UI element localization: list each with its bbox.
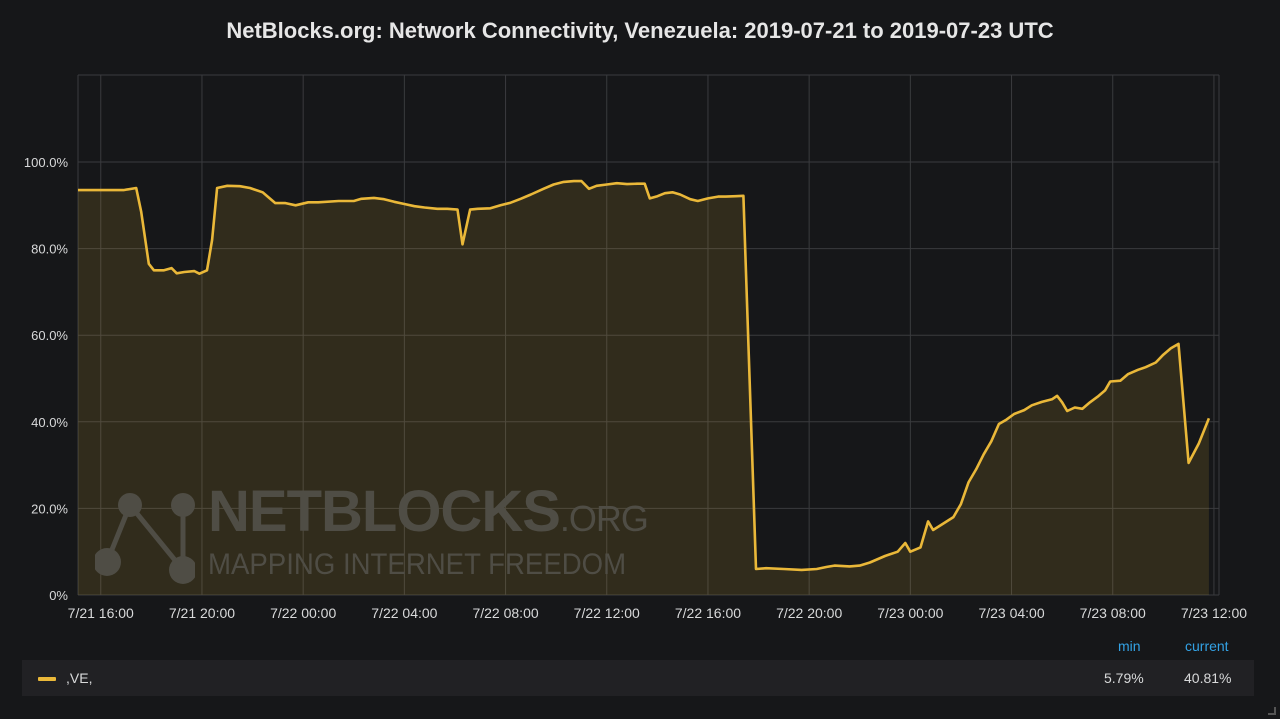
series-area-fill (78, 181, 1209, 595)
chart-title: NetBlocks.org: Network Connectivity, Ven… (226, 18, 1054, 43)
y-tick-label: 80.0% (31, 242, 68, 257)
x-tick-label: 7/23 00:00 (877, 605, 943, 621)
watermark-tagline: MAPPING INTERNET FREEDOM (208, 548, 627, 581)
legend-series-label[interactable]: ,VE, (66, 670, 93, 686)
x-tick-label: 7/22 20:00 (776, 605, 842, 621)
y-tick-label: 20.0% (31, 501, 68, 516)
legend-row[interactable]: ,VE, 5.79% 40.81% (22, 660, 1254, 696)
x-tick-label: 7/23 08:00 (1080, 605, 1146, 621)
x-tick-label: 7/22 08:00 (472, 605, 538, 621)
y-tick-label: 60.0% (31, 328, 68, 343)
x-tick-label: 7/22 12:00 (574, 605, 640, 621)
chart-plot: 0% 20.0% 40.0% 60.0% 80.0% 100.0% 7/21 16:00 7/… (24, 74, 1247, 621)
y-tick-label: 100.0% (24, 155, 69, 170)
legend-current-value: 40.81% (1184, 670, 1232, 686)
legend-min-header[interactable]: min (1118, 638, 1141, 654)
resize-handle[interactable] (1268, 707, 1276, 715)
x-tick-label: 7/22 16:00 (675, 605, 741, 621)
x-tick-label: 7/22 04:00 (371, 605, 437, 621)
watermark-brand-name: NETBLOCKS (208, 479, 561, 544)
y-tick-label: 40.0% (31, 415, 68, 430)
x-tick-label: 7/22 00:00 (270, 605, 336, 621)
x-tick-label: 7/23 04:00 (978, 605, 1044, 621)
watermark-brand: NETBLOCKS.ORG (208, 478, 649, 545)
x-tick-label: 7/21 20:00 (169, 605, 235, 621)
legend-swatch[interactable] (38, 677, 56, 681)
legend-min-value: 5.79% (1104, 670, 1144, 686)
x-tick-label: 7/21 16:00 (68, 605, 134, 621)
netblocks-logo-icon (95, 493, 195, 584)
watermark-brand-suffix: .ORG (559, 498, 649, 539)
x-tick-label: 7/23 12:00 (1181, 605, 1247, 621)
series-line (78, 179, 1211, 572)
legend-current-header[interactable]: current (1185, 638, 1229, 654)
y-tick-label: 0% (49, 588, 68, 603)
